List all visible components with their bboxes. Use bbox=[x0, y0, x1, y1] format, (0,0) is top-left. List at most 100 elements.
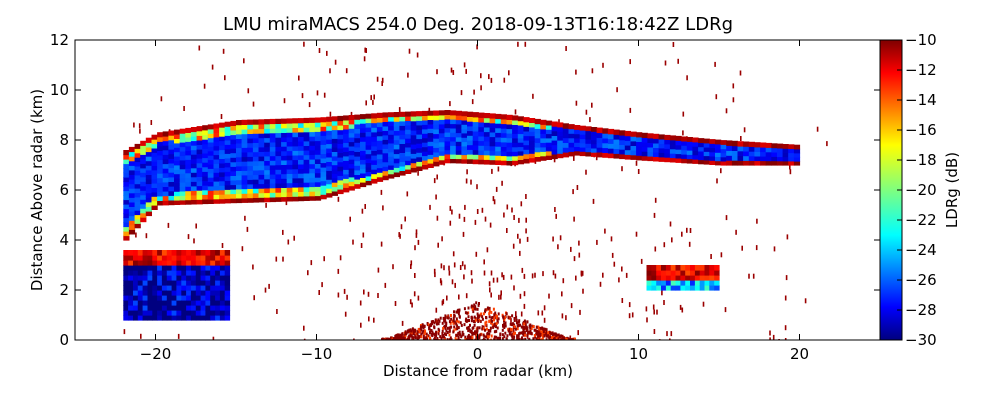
cloud-cell bbox=[241, 151, 248, 158]
noise-speck bbox=[454, 282, 456, 288]
clutter-speck bbox=[478, 334, 481, 338]
cloud-cell bbox=[517, 129, 524, 135]
noise-speck bbox=[399, 233, 401, 239]
cloud-cell bbox=[303, 195, 310, 201]
echo-cell bbox=[219, 315, 226, 321]
cloud-cell bbox=[128, 220, 136, 226]
echo-cell bbox=[195, 295, 202, 301]
noise-speck bbox=[785, 275, 788, 281]
echo-cell bbox=[171, 295, 177, 301]
echo-cell bbox=[137, 255, 144, 261]
clutter-speck bbox=[446, 338, 449, 340]
echo-cell bbox=[142, 305, 148, 311]
cloud-cell bbox=[399, 125, 406, 131]
echo-cell bbox=[219, 290, 226, 296]
cloud-cell bbox=[748, 160, 755, 166]
echo-cell bbox=[675, 280, 681, 286]
cloud-cell bbox=[500, 132, 507, 138]
clutter-speck bbox=[453, 314, 456, 318]
cloud-cell bbox=[134, 183, 141, 189]
clutter-speck bbox=[504, 324, 507, 328]
echo-cell bbox=[133, 265, 139, 271]
cloud-cell bbox=[207, 163, 214, 169]
cloud-cell bbox=[517, 150, 524, 156]
noise-speck bbox=[486, 247, 489, 253]
cloud-cell bbox=[264, 137, 271, 143]
cloud-cell bbox=[252, 142, 260, 148]
echo-cell bbox=[685, 275, 691, 281]
noise-speck bbox=[637, 169, 640, 174]
echo-cell bbox=[195, 305, 202, 311]
cloud-cell bbox=[343, 187, 350, 193]
cloud-cell bbox=[602, 142, 609, 149]
cloud-cell bbox=[591, 147, 598, 153]
cloud-cell bbox=[793, 156, 801, 162]
cloud-cell bbox=[681, 140, 688, 146]
echo-cell bbox=[205, 305, 211, 311]
cloud-cell bbox=[433, 110, 440, 116]
cloud-cell bbox=[331, 129, 338, 135]
noise-speck bbox=[501, 180, 503, 186]
clutter-speck bbox=[544, 327, 547, 331]
echo-cell bbox=[128, 280, 134, 286]
cloud-cell bbox=[258, 165, 265, 171]
clutter-speck bbox=[532, 338, 535, 340]
noise-speck bbox=[826, 141, 828, 147]
cloud-cell bbox=[348, 167, 355, 173]
cloud-cell bbox=[236, 138, 243, 144]
clutter-speck bbox=[446, 331, 449, 334]
cloud-cell bbox=[450, 149, 457, 155]
noise-speck bbox=[344, 311, 347, 317]
noise-speck bbox=[452, 70, 455, 75]
noise-speck bbox=[517, 41, 519, 47]
noise-speck bbox=[573, 155, 575, 161]
cloud-cell bbox=[743, 160, 750, 166]
cloud-cell bbox=[472, 158, 479, 165]
cloud-cell bbox=[269, 192, 276, 198]
cloud-cell bbox=[303, 122, 310, 128]
cloud-cell bbox=[376, 135, 384, 141]
cloud-cell bbox=[534, 156, 541, 162]
cloud-cell bbox=[134, 152, 141, 158]
echo-cell bbox=[195, 265, 202, 271]
echo-cell bbox=[142, 300, 148, 306]
echo-cell bbox=[152, 280, 158, 286]
echo-cell bbox=[205, 270, 211, 276]
clutter-speck bbox=[431, 322, 434, 326]
echo-cell bbox=[694, 275, 701, 281]
echo-cell bbox=[190, 250, 197, 256]
cloud-cell bbox=[236, 179, 243, 185]
clutter-speck bbox=[481, 317, 484, 321]
clutter-speck bbox=[545, 331, 548, 335]
echo-cell bbox=[215, 295, 221, 301]
cloud-cell bbox=[427, 158, 434, 164]
cloud-cell bbox=[134, 165, 141, 171]
echo-cell bbox=[181, 255, 187, 261]
cloud-cell bbox=[207, 168, 214, 174]
noise-speck bbox=[732, 83, 735, 89]
echo-cell bbox=[224, 315, 231, 321]
clutter-speck bbox=[431, 334, 434, 338]
cloud-cell bbox=[506, 128, 513, 134]
noise-speck bbox=[404, 216, 406, 222]
clutter-speck bbox=[487, 329, 490, 332]
cloud-cell bbox=[236, 188, 243, 194]
cloud-cell bbox=[162, 181, 169, 187]
clutter-speck bbox=[445, 333, 448, 337]
echo-cell bbox=[142, 315, 148, 321]
cloud-cell bbox=[123, 186, 130, 192]
noise-speck bbox=[440, 280, 443, 286]
cloud-cell bbox=[337, 188, 344, 195]
echo-cell bbox=[215, 280, 221, 286]
clutter-speck bbox=[458, 315, 461, 319]
noise-speck bbox=[490, 270, 493, 276]
noise-speck bbox=[602, 272, 604, 278]
cloud-cell bbox=[365, 171, 372, 177]
echo-cell bbox=[157, 250, 163, 256]
cloud-cell bbox=[281, 127, 288, 133]
cloud-cell bbox=[399, 111, 406, 117]
noise-speck bbox=[436, 69, 438, 75]
cloud-cell bbox=[433, 124, 440, 130]
cloud-cell bbox=[760, 142, 767, 148]
clutter-speck bbox=[455, 317, 458, 321]
